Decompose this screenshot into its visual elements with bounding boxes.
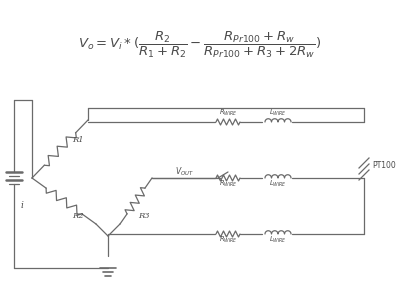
Text: $L_{WIRE}$: $L_{WIRE}$: [268, 108, 286, 118]
Text: $L_{WIRE}$: $L_{WIRE}$: [268, 235, 286, 245]
Text: $V_o = V_i *(\dfrac{R_2}{R_1+R_2} - \dfrac{R_{Pr100}+R_w}{R_{Pr100}+R_3+2R_w})$: $V_o = V_i *(\dfrac{R_2}{R_1+R_2} - \dfr…: [78, 30, 321, 60]
Text: R2: R2: [72, 212, 83, 220]
Text: PT100: PT100: [371, 162, 395, 170]
Text: R3: R3: [138, 212, 150, 220]
Text: R1: R1: [72, 136, 83, 144]
Text: $R_{WIRE}$: $R_{WIRE}$: [218, 108, 237, 118]
Text: i: i: [20, 202, 23, 210]
Text: $L_{WIRE}$: $L_{WIRE}$: [268, 179, 286, 189]
Text: $R_{WIRE}$: $R_{WIRE}$: [218, 179, 237, 189]
Text: $V_{OUT}$: $V_{OUT}$: [174, 165, 193, 178]
Text: $R_{WIRE}$: $R_{WIRE}$: [218, 235, 237, 245]
